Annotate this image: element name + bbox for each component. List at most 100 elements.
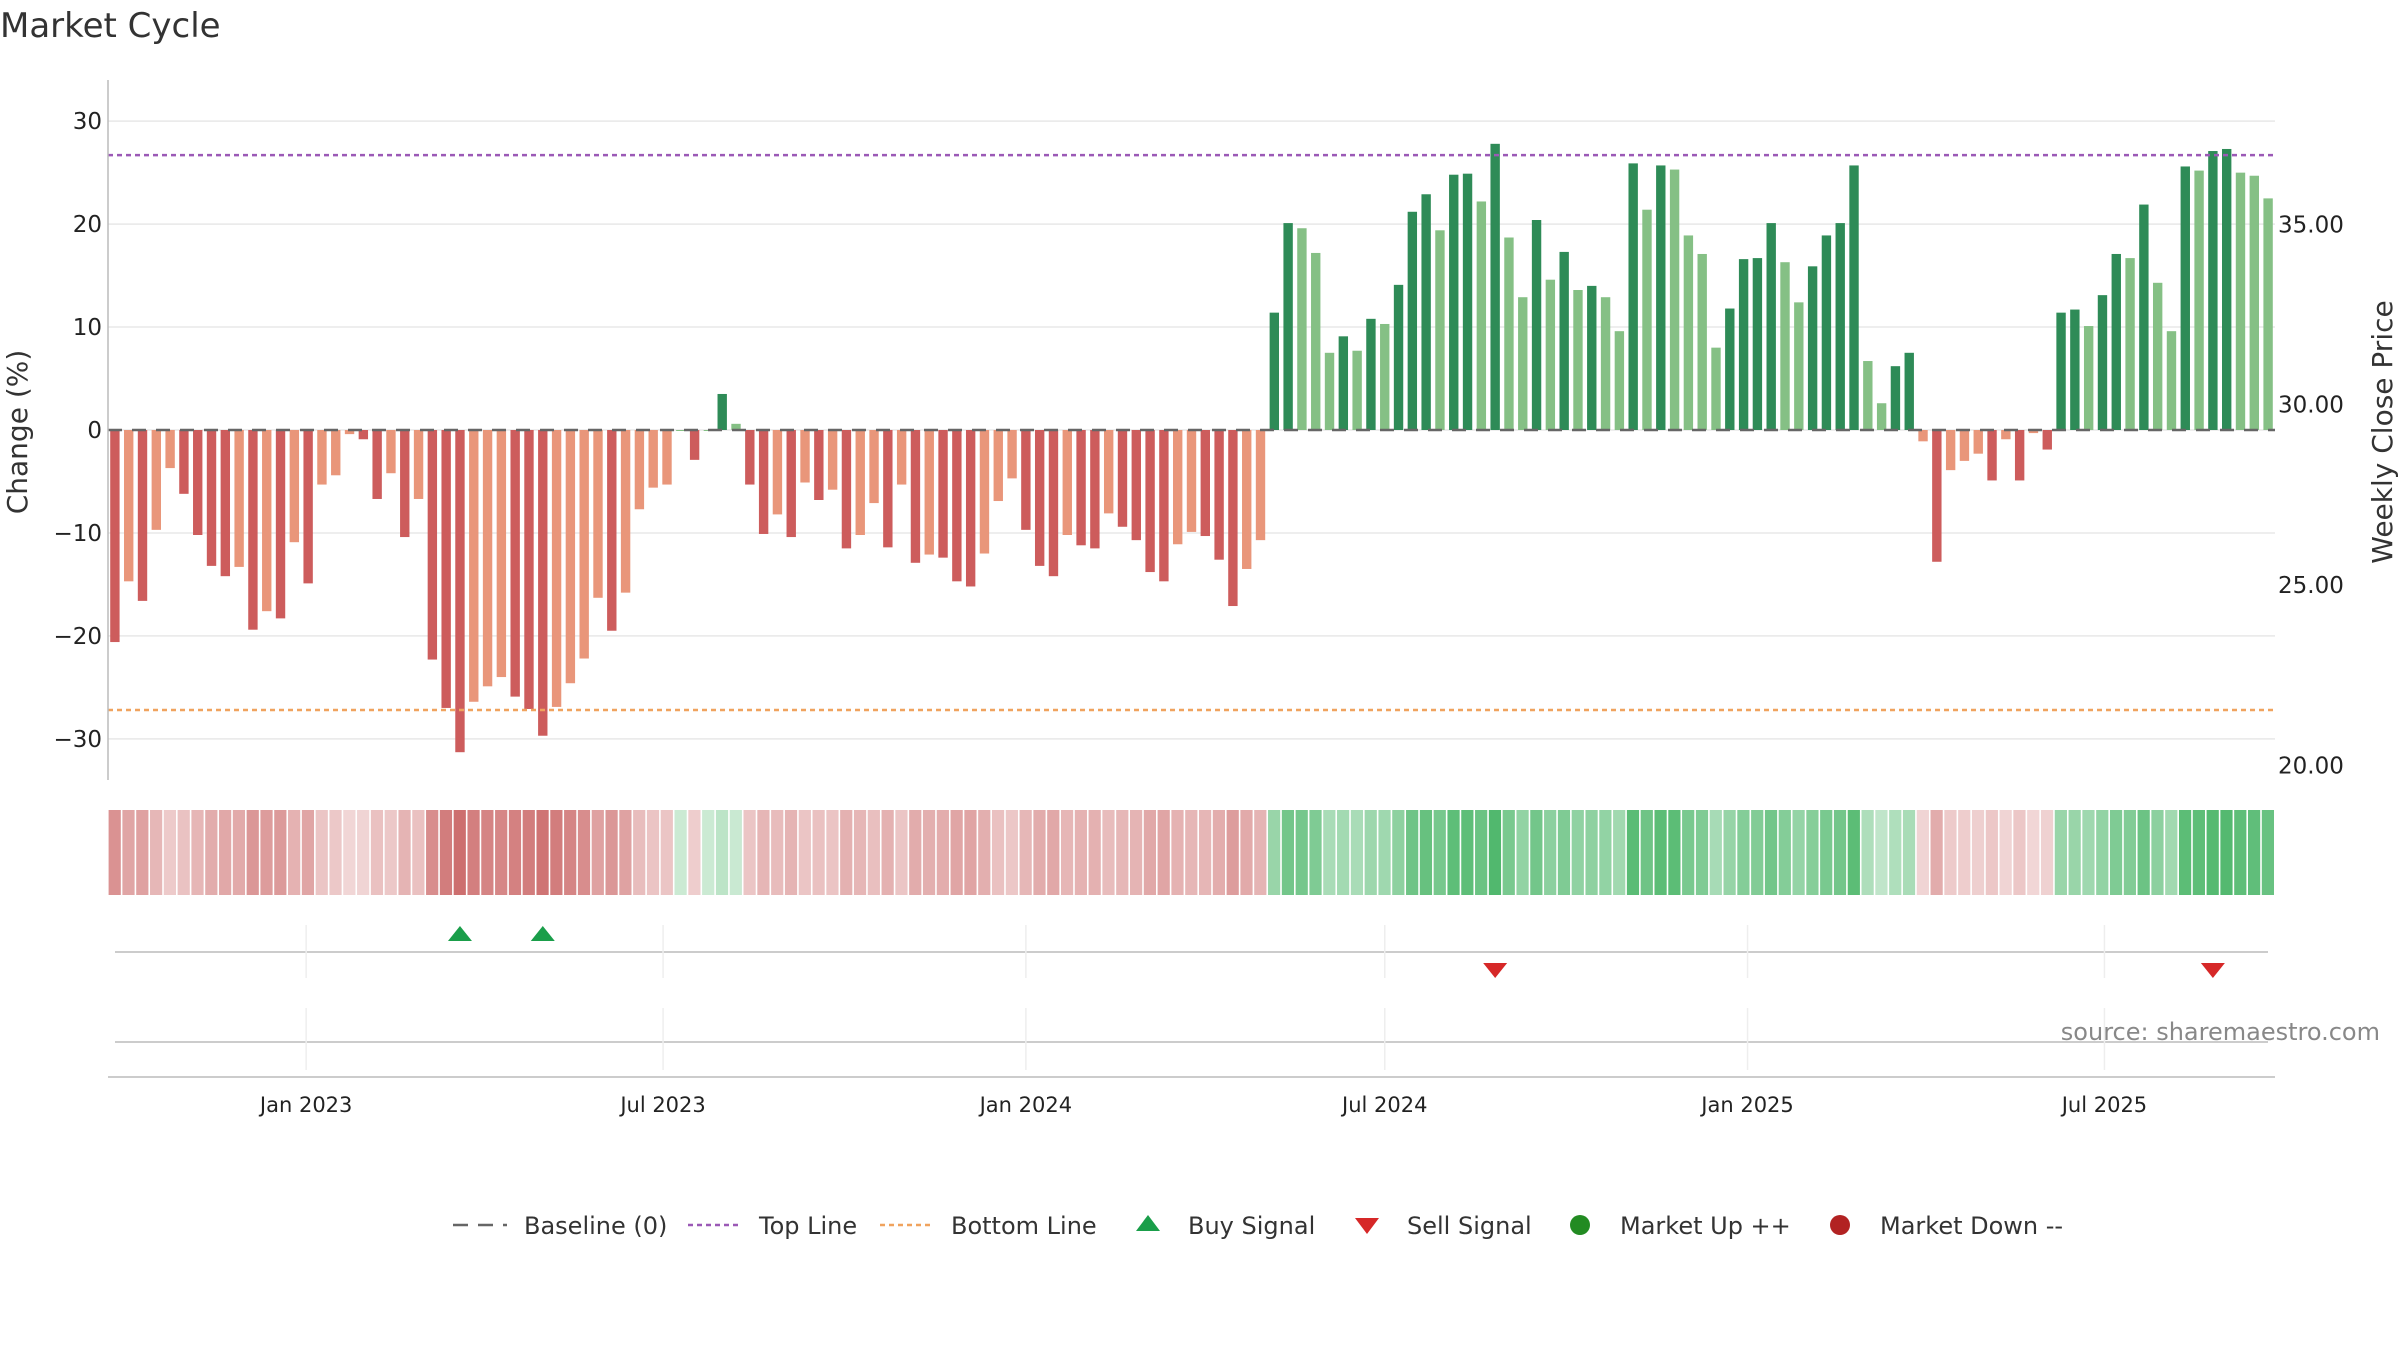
heat-cell [398,810,411,895]
heat-cell [1544,810,1557,895]
bar [1200,430,1210,537]
bar [2139,204,2149,430]
bar [538,430,548,736]
bar [1131,430,1141,541]
bar [1324,352,1335,430]
bar [1338,336,1349,430]
heat-cell [867,810,880,895]
bar [1048,430,1059,577]
heat-cell [1392,810,1405,895]
bar [400,430,410,538]
bar [758,430,769,534]
heat-cell [274,810,287,895]
heat-cell [577,810,591,895]
bar [827,430,838,490]
legend-down-swatch [1830,1215,1850,1235]
bar [1518,297,1528,430]
heat-cell [950,810,963,895]
heat-cell [301,810,315,895]
y-tick-label: −10 [53,521,102,547]
heat-cell [1861,810,1874,895]
heat-cell [219,810,232,895]
bar [1159,430,1169,582]
bar [620,430,631,593]
y-axis-title: Change (%) [1,350,34,515]
heat-cell [2109,810,2123,895]
heat-cell [564,810,577,895]
heat-cell [246,810,259,895]
heat-cell [1958,810,1971,895]
buy-signal-marker [530,926,555,941]
heat-cell [2068,810,2081,895]
bar [1435,230,1445,430]
bar [1380,323,1390,430]
heat-cell [936,810,949,895]
bar [2166,331,2177,430]
heat-cell [1309,810,1322,895]
bar [1849,165,1859,431]
heat-cell [1240,810,1253,895]
bar [2235,172,2246,430]
bar [2111,253,2121,430]
bar [1987,430,1997,481]
heat-cell [1157,810,1170,895]
heat-cell [384,810,397,895]
heat-cell [1737,810,1750,895]
heat-cell [1792,810,1805,895]
y-tick-label: −30 [53,727,102,753]
bar [648,430,658,488]
bar [2083,326,2094,430]
heat-cell [729,810,742,895]
heat-cell [660,810,673,895]
heat-cell [1433,810,1446,895]
bar [262,430,272,612]
bar [372,430,382,499]
bar [1932,430,1942,562]
bar [565,430,576,684]
heat-cell [1406,810,1419,895]
bar [1103,430,1114,514]
bar [1393,284,1404,430]
heat-cell [1778,810,1791,895]
bar [2056,312,2066,430]
heat-cell [1129,810,1143,895]
bar [2263,198,2273,430]
bar [179,430,189,494]
bar [896,430,907,485]
heat-cell [1695,810,1709,895]
x-tick-label: Jan 2025 [1699,1093,1794,1117]
heat-cell [1599,810,1612,895]
y-tick-label: 30 [73,109,102,135]
heat-cell [2192,810,2205,895]
bar [1228,430,1238,607]
heat-cell [1226,810,1239,895]
heat-cell [1902,810,1916,895]
heat-cell [2247,810,2261,895]
heat-cell [1033,810,1046,895]
bar [1890,366,1901,430]
bar [331,430,341,476]
heat-cell [1212,810,1226,895]
bar [1062,430,1072,535]
bar [510,430,520,697]
bar [1725,308,1735,430]
heat-cell [812,810,825,895]
heat-cell [508,810,522,895]
bar [662,430,672,485]
bar [1007,430,1017,479]
bar [1973,430,1983,454]
bar [993,430,1003,502]
legend-buy-swatch [1136,1215,1160,1231]
bar [1490,143,1500,430]
bar [1034,430,1045,566]
bar [2208,151,2218,430]
bar [1421,194,1431,430]
bar [110,430,120,643]
bar [303,430,313,584]
heat-cell [991,810,1005,895]
heat-cell [1185,810,1198,895]
heat-cell [646,810,660,895]
bar [1255,430,1266,541]
heat-cell [1143,810,1156,895]
bar [731,423,741,430]
